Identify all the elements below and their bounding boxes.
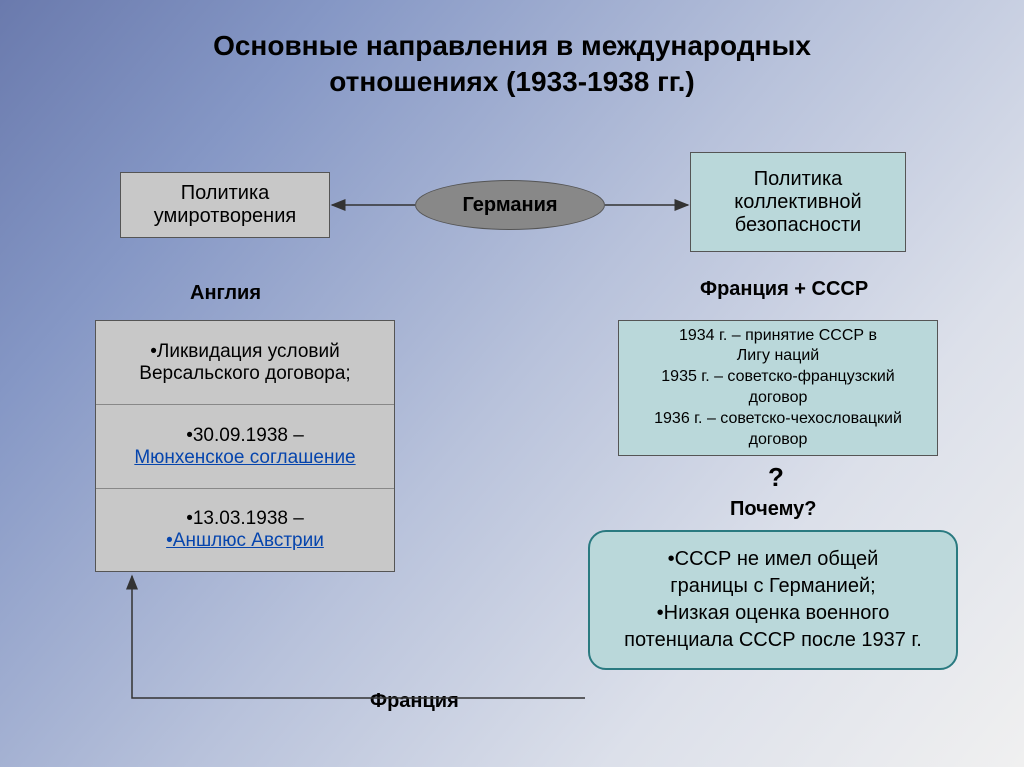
- table-row: •Ликвидация условийВерсальского договора…: [96, 321, 394, 404]
- page-title: Основные направления в международных отн…: [0, 0, 1024, 101]
- left-policy-box: Политикаумиротворения: [120, 172, 330, 238]
- question-mark: ?: [768, 462, 784, 493]
- right-policy-box: Политикаколлективнойбезопасности: [690, 152, 906, 252]
- event-text: •Ликвидация условий: [150, 341, 339, 363]
- event-line: 1934 г. – принятие СССР в: [679, 326, 877, 347]
- policy-line: коллективной: [734, 191, 861, 214]
- france-ussr-label: Франция + СССР: [700, 278, 868, 301]
- table-row: •13.03.1938 –•Аншлюс Австрии: [96, 488, 394, 571]
- why-label: Почему?: [730, 498, 816, 521]
- answer-line: •СССР не имел общей: [668, 546, 879, 573]
- title-line1: Основные направления в международных: [0, 28, 1024, 64]
- left-events-table: •Ликвидация условийВерсальского договора…: [95, 320, 395, 572]
- event-link[interactable]: Мюнхенское соглашение: [134, 447, 355, 469]
- policy-line: умиротворения: [154, 205, 296, 228]
- england-label: Англия: [190, 282, 261, 305]
- table-row: •30.09.1938 – Мюнхенское соглашение: [96, 404, 394, 487]
- policy-line: Политика: [181, 182, 270, 205]
- event-line: договор: [749, 388, 808, 409]
- event-line: договор: [749, 430, 808, 451]
- event-line: 1935 г. – советско-французский: [661, 367, 894, 388]
- event-line: Лигу наций: [737, 346, 820, 367]
- france-bottom-label: Франция: [370, 690, 459, 713]
- answer-box: •СССР не имел общейграницы с Германией;•…: [588, 530, 958, 670]
- title-line2: отношениях (1933-1938 гг.): [0, 64, 1024, 100]
- answer-line: границы с Германией;: [670, 573, 875, 600]
- event-text: •30.09.1938 –: [186, 425, 304, 447]
- answer-line: •Низкая оценка военного: [657, 600, 890, 627]
- event-text: Версальского договора;: [139, 363, 350, 385]
- policy-line: безопасности: [735, 214, 861, 237]
- answer-line: потенциала СССР после 1937 г.: [624, 627, 922, 654]
- event-link[interactable]: •Аншлюс Австрии: [166, 530, 324, 552]
- right-events-box: 1934 г. – принятие СССР вЛигу наций1935 …: [618, 320, 938, 456]
- center-node-germany: Германия: [415, 180, 605, 230]
- center-node-label: Германия: [462, 194, 557, 217]
- event-line: 1936 г. – советско-чехословацкий: [654, 409, 902, 430]
- event-text: •13.03.1938 –: [186, 508, 304, 530]
- policy-line: Политика: [754, 168, 843, 191]
